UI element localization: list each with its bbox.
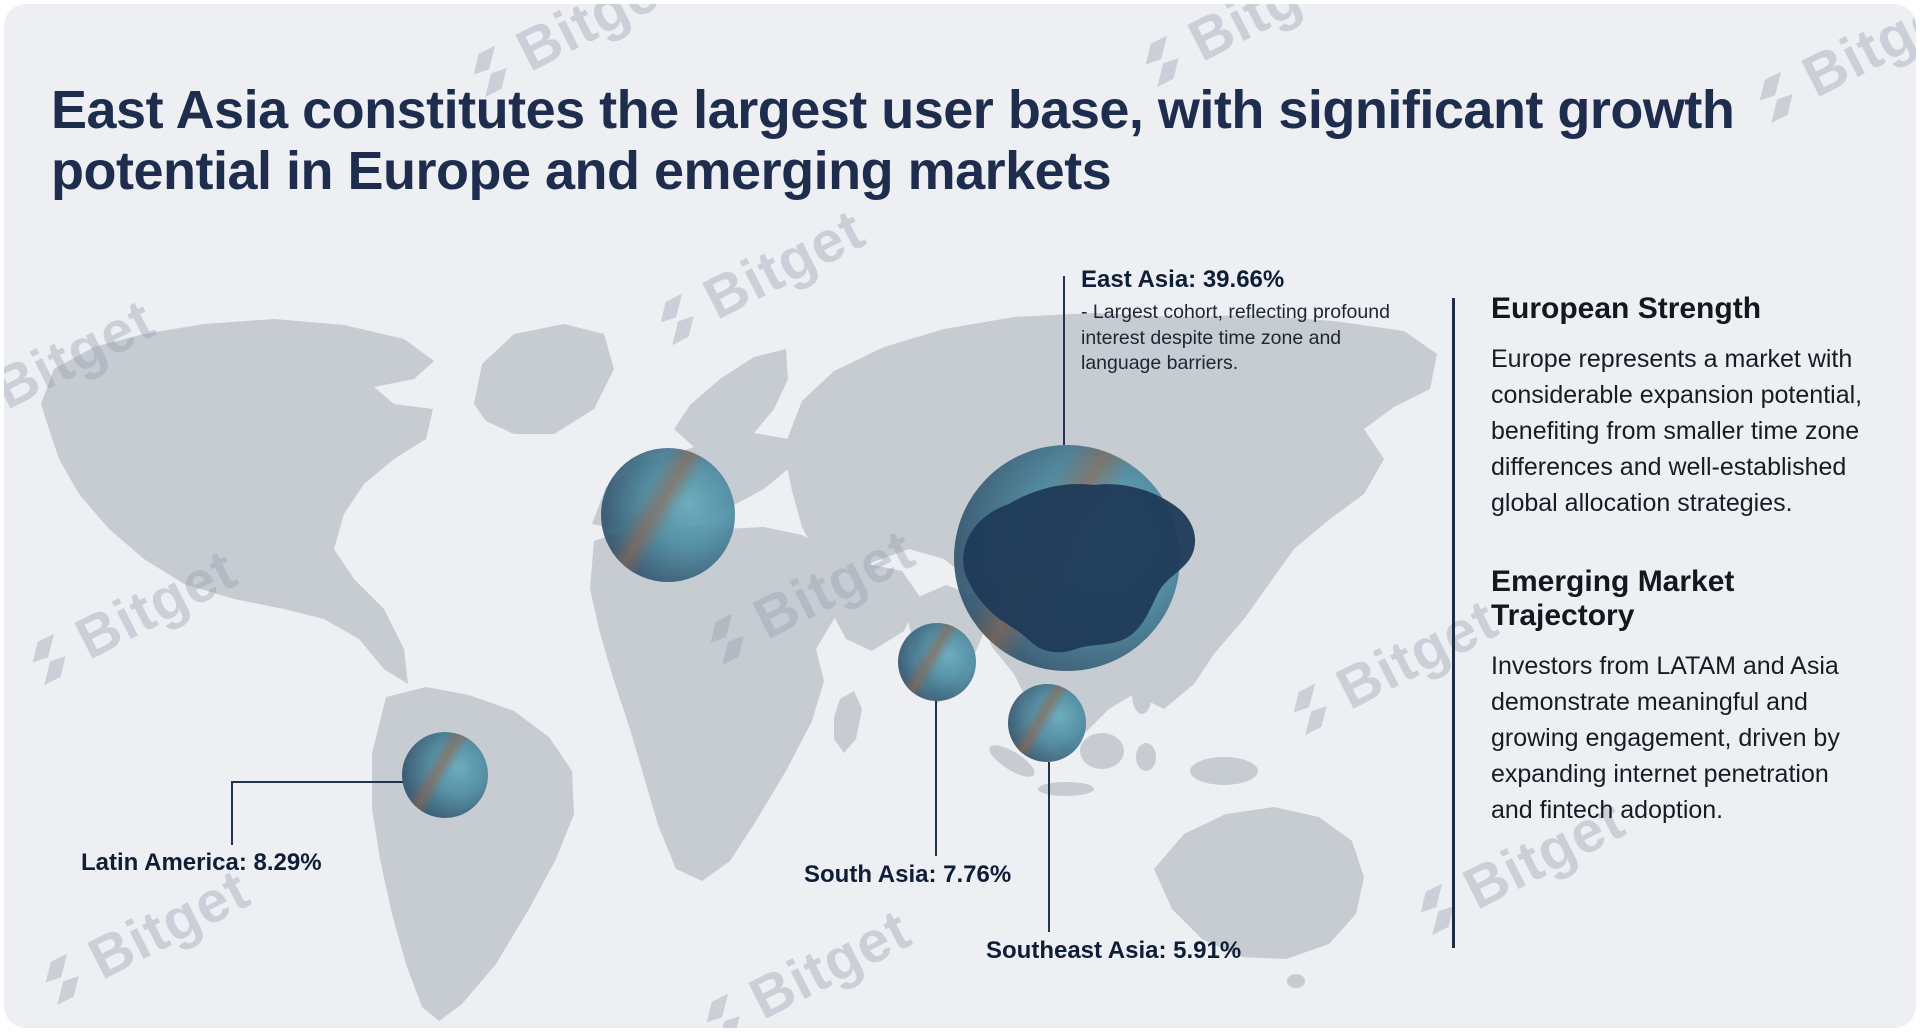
bitget-logo-icon [473, 45, 507, 97]
island-new-guinea [1190, 757, 1258, 785]
bitget-watermark: Bitget [26, 856, 260, 1019]
world-map [41, 313, 1437, 1021]
bubble-southeast-asia [1008, 684, 1086, 762]
bitget-logo-icon [1420, 883, 1454, 935]
island-sumatra [989, 745, 1035, 777]
infographic-panel: Bitget Bitget Bitget Bitget [4, 4, 1916, 1028]
sidebar: European Strength Europe represents a ma… [1491, 292, 1873, 872]
callout-label-south-asia: South Asia: 7.76% [804, 861, 1012, 888]
callout-line-east-asia [1063, 276, 1065, 445]
island-tasmania [1287, 974, 1305, 988]
bitget-watermark: Bitget [1740, 4, 1916, 137]
peninsula-arabia [822, 563, 920, 651]
continent-australia [1154, 807, 1364, 959]
island-sulawesi [1136, 743, 1156, 771]
islands-philippines [1132, 674, 1152, 714]
continent-africa [590, 523, 846, 881]
bitget-watermark: Bitget [454, 4, 688, 111]
callout-line-latin-america-v [231, 781, 233, 845]
sidebar-section-european-strength: European Strength Europe represents a ma… [1491, 292, 1873, 521]
china-highlight-shape [963, 483, 1196, 653]
watermark-layer: Bitget Bitget Bitget Bitget [4, 4, 1916, 1028]
island-java [1038, 782, 1094, 796]
continent-north-america [41, 319, 434, 684]
page-title: East Asia constitutes the largest user b… [51, 80, 1735, 202]
bitget-logo-icon [45, 953, 79, 1005]
callout-line-south-asia [935, 701, 937, 856]
bitget-watermark: Bitget [1126, 4, 1360, 101]
section-heading: European Strength [1491, 292, 1762, 325]
bitget-watermark: Bitget [1401, 786, 1635, 949]
sidebar-divider [1452, 298, 1455, 948]
island-borneo [1080, 733, 1124, 769]
callout-note-east-asia: - Largest cohort, reflecting profound in… [1081, 301, 1390, 375]
bitget-watermark: Bitget [13, 536, 247, 699]
section-body: Europe represents a market with consider… [1491, 344, 1863, 517]
content-layer: East Asia constitutes the largest user b… [4, 4, 1916, 1028]
callout-line-southeast-asia [1048, 762, 1050, 932]
bitget-logo-icon [710, 613, 744, 665]
section-heading: Emerging Market Trajectory [1491, 564, 1735, 633]
bitget-logo-icon [1293, 683, 1327, 735]
islands-japan [1192, 489, 1244, 567]
island-madagascar [834, 691, 862, 753]
bitget-watermark: Bitget [691, 516, 925, 679]
bitget-watermark: Bitget [641, 196, 875, 359]
bitget-logo-icon [706, 993, 740, 1028]
bitget-logo-icon [1759, 71, 1793, 123]
bubble-south-asia [898, 623, 976, 701]
continent-greenland [474, 324, 614, 434]
bubble-latin-america [402, 732, 488, 818]
sidebar-section-emerging-market: Emerging Market Trajectory Investors fro… [1491, 565, 1873, 828]
bitget-logo-icon [660, 293, 694, 345]
callout-label-southeast-asia: Southeast Asia: 5.91% [986, 937, 1242, 964]
bitget-watermark: Bitget [687, 896, 921, 1028]
bitget-logo-icon [32, 633, 66, 685]
callout-label-latin-america: Latin America: 8.29% [81, 849, 322, 876]
bitget-logo-icon [1145, 35, 1179, 87]
bubble-europe [601, 448, 735, 582]
section-body: Investors from LATAM and Asia demonstrat… [1491, 651, 1840, 824]
callout-line-latin-america-h [231, 781, 403, 783]
bitget-watermark: Bitget [1274, 586, 1508, 749]
callout-label-east-asia: East Asia: 39.66% [1081, 266, 1285, 293]
